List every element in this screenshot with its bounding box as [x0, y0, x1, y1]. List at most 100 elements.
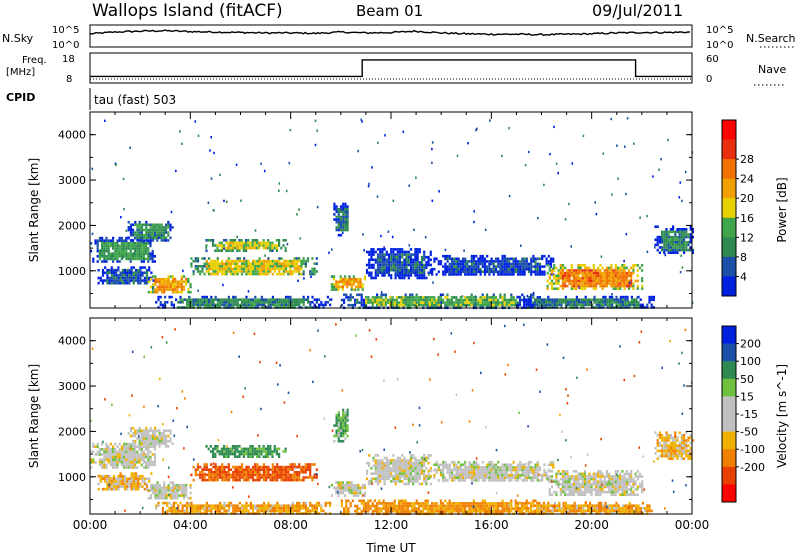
x-axis-label: Time UT — [365, 541, 416, 554]
colorbar-swatch — [722, 414, 736, 432]
velocity-scatter — [90, 323, 693, 514]
colorbar-swatch — [722, 178, 736, 199]
colorbar-swatch — [722, 159, 736, 179]
colorbar-swatch — [722, 120, 736, 140]
x-tick-label: 16:00 — [474, 518, 509, 532]
freq-tick-top: 18 — [62, 54, 75, 65]
x-tick-label: 08:00 — [273, 518, 308, 532]
velocity-heatmap — [90, 323, 694, 516]
velocity-region-1 — [127, 426, 174, 448]
y-axis-label: Slant Range [km] — [27, 158, 41, 262]
colorbar-tick-label: -100 — [740, 443, 765, 456]
nave-tick-bottom: 0 — [706, 74, 712, 85]
noise-panel-frame — [89, 24, 693, 48]
colorbar-label: Power [dB] — [775, 177, 789, 242]
power-axes: 1000 2000 3000 4000 Slant Range [km] — [27, 111, 693, 308]
y-tick-label: 3000 — [58, 174, 86, 187]
colorbar-swatch — [722, 198, 736, 219]
colorbar-tick-label: 16 — [740, 212, 754, 225]
power-region-9 — [365, 248, 432, 280]
velocity-region-6 — [155, 501, 332, 515]
velocity-region-12 — [546, 470, 644, 496]
y-tick-label: 1000 — [58, 265, 86, 278]
colorbar-swatch — [722, 466, 736, 485]
colorbar-tick-label: 200 — [740, 338, 761, 351]
x-tick-label: 20:00 — [574, 518, 609, 532]
colorbar-swatch — [722, 431, 736, 450]
colorbar-swatch — [722, 326, 736, 344]
y-tick-label: 2000 — [58, 219, 86, 232]
colorbar-swatch — [722, 378, 736, 397]
x-tick-label: 04:00 — [173, 518, 208, 532]
noise-tick-top-left: 10^5 — [52, 25, 79, 36]
velocity-region-3 — [147, 481, 192, 500]
power-region-11 — [431, 254, 555, 276]
velocity-region-11 — [433, 460, 555, 482]
colorbar-swatch — [722, 139, 736, 160]
colorbar-tick-label: 20 — [740, 192, 754, 205]
freq-line — [90, 59, 692, 78]
nave-tick-top: 60 — [706, 54, 719, 65]
colorbar-tick-label: -200 — [740, 461, 765, 474]
nsky-label: N.Sky — [2, 32, 34, 45]
colorbar-tick-label: 28 — [740, 153, 754, 166]
colorbar-tick-label: 8 — [740, 251, 747, 264]
power-region-3 — [147, 275, 192, 294]
power-heatmap — [90, 117, 694, 310]
noise-tick-top-right: 10^5 — [706, 25, 733, 36]
velocity-region-14 — [654, 431, 694, 460]
freq-panel-frame — [89, 52, 693, 84]
date-title: 09/Jul/2011 — [592, 1, 683, 20]
power-region-7 — [330, 275, 366, 291]
y-tick-label: 1000 — [58, 471, 86, 484]
colorbar-swatch — [722, 217, 736, 238]
power-region-4 — [190, 257, 318, 276]
velocity-region-2 — [97, 472, 155, 491]
colorbar-swatch — [722, 361, 736, 380]
y-tick-label: 4000 — [58, 129, 86, 142]
nave-label: Nave — [758, 63, 786, 76]
noise-tick-bottom-right: 10^0 — [706, 40, 733, 51]
cpid-value: tau (fast) 503 — [94, 93, 176, 107]
power-region-5 — [205, 239, 287, 252]
noise-sky-line — [89, 29, 690, 37]
velocity-region-0 — [90, 442, 156, 469]
power-region-0 — [90, 236, 156, 263]
y-tick-label: 4000 — [58, 335, 86, 348]
power-region-2 — [97, 266, 155, 285]
y-tick-label: 3000 — [58, 380, 86, 393]
velocity-region-4 — [190, 463, 318, 482]
x-tick-label: 00:00 — [675, 518, 710, 532]
freq-label-line1: Freq. — [22, 55, 47, 66]
velocity-region-8 — [333, 408, 349, 443]
colorbar-tick-label: -15 — [740, 408, 758, 421]
noise-tick-bottom-left: 10^0 — [52, 40, 79, 51]
colorbar-swatch — [722, 343, 736, 362]
power-region-12 — [546, 264, 644, 290]
colorbar-swatch — [722, 256, 736, 277]
cpid-label: CPID — [6, 91, 35, 104]
colorbar-swatch — [722, 484, 736, 503]
power-colorbar: 4 8 12 16 20 24 28 Power [dB] — [721, 119, 789, 297]
beam-title: Beam 01 — [356, 2, 423, 20]
noise-series — [89, 29, 690, 37]
y-axis-label: Slant Range [km] — [27, 364, 41, 468]
colorbar-tick-label: 24 — [740, 173, 754, 186]
velocity-region-7 — [330, 481, 366, 497]
colorbar-label: Velocity [m s^-1] — [775, 364, 789, 468]
power-region-6 — [155, 295, 332, 309]
station-title: Wallops Island (fitACF) — [92, 1, 283, 21]
velocity-axes: 1000 2000 3000 4000 00:00 04:00 08:00 12:00 16:0… — [27, 317, 710, 532]
colorbar-tick-label: 12 — [740, 231, 754, 244]
velocity-colorbar: 200 100 50 15 -15 -50 -100 -200 Velocity [m s^-1… — [721, 325, 789, 503]
colorbar-swatch — [722, 396, 736, 415]
power-region-8 — [333, 202, 349, 237]
freq-tick-bottom: 8 — [66, 74, 72, 85]
power-region-14 — [654, 225, 694, 254]
x-tick-label: 12:00 — [374, 518, 409, 532]
colorbar-frame — [721, 119, 737, 297]
y-tick-label: 2000 — [58, 425, 86, 438]
colorbar-tick-label: -50 — [740, 426, 758, 439]
velocity-region-9 — [365, 454, 432, 486]
